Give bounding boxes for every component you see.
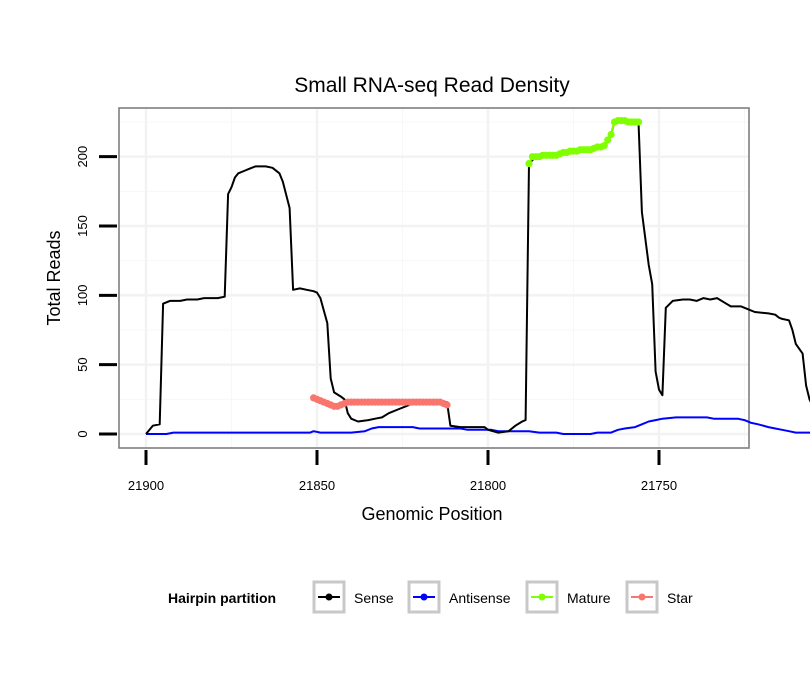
chart-title: Small RNA-seq Read Density: [294, 74, 570, 97]
data-point-mature: [525, 160, 533, 168]
legend: Hairpin partition Sense Antisense Mature St…: [168, 580, 693, 614]
legend-key-point-antisense: [420, 593, 428, 601]
legend-label-mature: Mature: [567, 590, 611, 606]
legend-label-sense: Sense: [354, 590, 394, 606]
data-point-star: [443, 401, 451, 409]
legend-title: Hairpin partition: [168, 590, 276, 606]
series-line-antisense: [146, 416, 810, 435]
x-tick-label: 21800: [470, 478, 506, 493]
x-tick-label: 21900: [128, 478, 164, 493]
data-point-mature: [604, 136, 612, 144]
plot-panel: [118, 107, 750, 449]
series-line-sense: [145, 119, 810, 435]
x-axis-label: Genomic Position: [361, 504, 502, 524]
data-point-mature: [600, 142, 608, 150]
y-axis-label: Total Reads: [44, 230, 64, 325]
y-tick-label: 0: [75, 430, 90, 437]
y-tick-label: 50: [75, 357, 90, 371]
y-tick-label: 200: [75, 146, 90, 168]
x-tick-label: 21750: [641, 478, 677, 493]
y-tick-label: 150: [75, 215, 90, 237]
legend-key-point-mature: [538, 593, 546, 601]
legend-key-point-sense: [325, 593, 333, 601]
data-point-mature: [607, 130, 615, 139]
axes: 21900 21850 21800 21750 0 50 100 150 200: [75, 146, 677, 493]
y-tick-label: 100: [75, 284, 90, 306]
data-series: [145, 117, 810, 435]
x-tick-label: 21850: [299, 478, 335, 493]
legend-label-star: Star: [667, 590, 693, 606]
data-point-mature: [634, 118, 643, 126]
legend-key-point-star: [638, 593, 646, 601]
legend-label-antisense: Antisense: [449, 590, 511, 606]
